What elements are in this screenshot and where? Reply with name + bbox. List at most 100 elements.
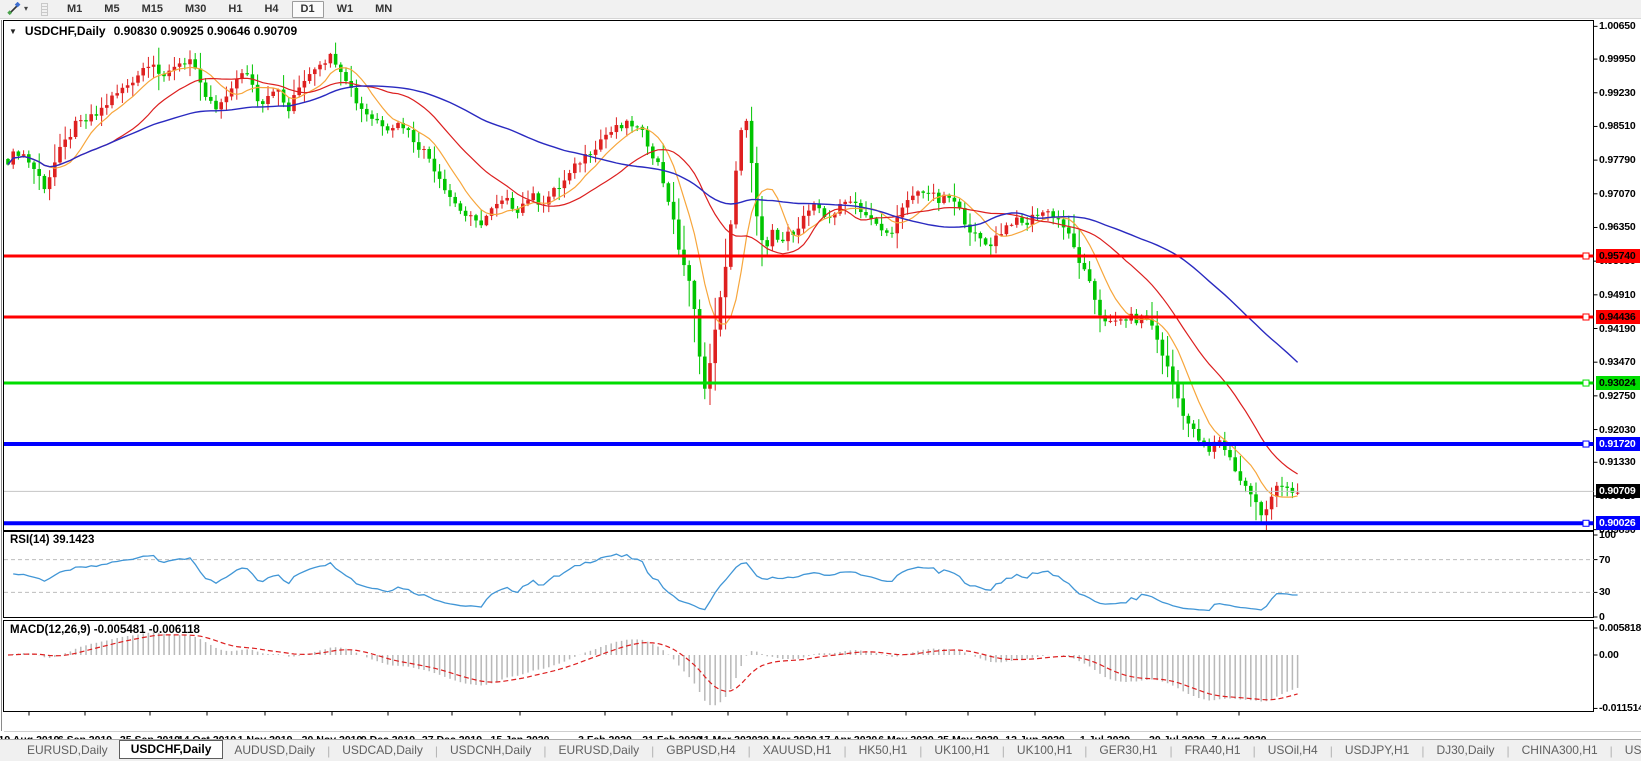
chart-tab-usdjpy-14[interactable]: USDJPY,H1 xyxy=(1344,743,1410,757)
tab-separator: | xyxy=(651,743,655,758)
tab-separator: | xyxy=(543,743,547,758)
drawing-tool-button[interactable]: ▾ xyxy=(4,2,31,16)
rsi-line xyxy=(13,553,1298,612)
tab-separator: | xyxy=(1421,743,1425,758)
hline-handle[interactable] xyxy=(1582,519,1590,527)
ma-mid-line xyxy=(7,77,1298,475)
chart-tab-xauusd-7[interactable]: XAUUSD,H1 xyxy=(762,743,832,757)
macd-axis-label: 0.00 xyxy=(1599,649,1619,661)
hline-price-badge: 0.93024 xyxy=(1596,376,1640,391)
timeframe-button-h4[interactable]: H4 xyxy=(264,2,279,15)
chart-ohlc-values: 0.90830 0.90925 0.90646 0.90709 xyxy=(113,24,298,38)
macd-histogram xyxy=(12,632,1299,706)
chart-tab-usdchf-1[interactable]: USDCHF,Daily xyxy=(118,740,224,759)
chart-canvas[interactable] xyxy=(0,19,1641,761)
price-axis-label: 0.99230 xyxy=(1599,86,1636,99)
macd-current-values: -0.005481 -0.006118 xyxy=(93,624,200,636)
collapse-arrow-icon[interactable]: ▼ xyxy=(9,26,17,36)
chart-tab-bar: EURUSD,Daily USDCHF,Daily AUDUSD,Daily | USD… xyxy=(0,739,1641,761)
macd-indicator-label: MACD(12,26,9) -0.005481 -0.006118 xyxy=(10,624,200,636)
timeframe-button-m1[interactable]: M1 xyxy=(67,2,83,15)
macd-axis-label: -0.011514 xyxy=(1599,702,1641,715)
price-axis-label: 1.00650 xyxy=(1599,20,1636,33)
price-axis-label: 0.92750 xyxy=(1599,389,1636,402)
price-axis-label: 0.96350 xyxy=(1599,221,1636,234)
tab-separator: | xyxy=(1609,743,1613,758)
tab-separator: | xyxy=(1329,743,1333,758)
tab-separator: | xyxy=(1001,743,1005,758)
macd-pane[interactable] xyxy=(3,620,1594,712)
rsi-axis-label: 70 xyxy=(1599,553,1611,566)
current-price-badge: 0.90709 xyxy=(1596,484,1640,499)
rsi-axis-label: 100 xyxy=(1599,529,1616,541)
tab-separator: | xyxy=(919,743,923,758)
rsi-axis-label: 0 xyxy=(1599,611,1605,623)
toolbar-grip[interactable] xyxy=(41,2,49,16)
chart-tab-usoil-13[interactable]: USOil,H4 xyxy=(1267,743,1318,757)
chart-tab-audusd-2[interactable]: AUDUSD,Daily xyxy=(234,743,316,757)
candles-series xyxy=(6,42,1300,530)
rsi-current-value: 39.1423 xyxy=(52,534,95,546)
hline-price-badge: 0.95740 xyxy=(1596,249,1640,263)
chart-tab-fra40-12[interactable]: FRA40,H1 xyxy=(1184,743,1241,757)
main-price-pane[interactable] xyxy=(3,20,1594,531)
price-axis-label: 0.99950 xyxy=(1599,53,1636,66)
price-axis-label: 0.97790 xyxy=(1599,154,1636,167)
chart-tab-china300-16[interactable]: CHINA300,H1 xyxy=(1521,743,1598,757)
hline-handle[interactable] xyxy=(1582,252,1590,260)
price-axis-label: 0.92030 xyxy=(1599,423,1636,436)
hline-price-badge: 0.90026 xyxy=(1596,516,1640,531)
price-axis-label: 0.94190 xyxy=(1599,322,1636,335)
price-axis-label: 0.98510 xyxy=(1599,120,1636,133)
tab-separator: | xyxy=(843,743,847,758)
hline-handle[interactable] xyxy=(1582,440,1590,448)
timeframe-button-m5[interactable]: M5 xyxy=(104,2,120,15)
hline-handle[interactable] xyxy=(1582,313,1590,321)
rsi-indicator-label: RSI(14) 39.1423 xyxy=(10,534,95,546)
chart-symbol-title: USDCHF,Daily xyxy=(24,24,106,38)
timeframe-button-m15[interactable]: M15 xyxy=(141,2,163,15)
chart-window: ▼ USDCHF,Daily 0.90830 0.90925 0.90646 0… xyxy=(0,19,1641,761)
chart-tab-uk100-9[interactable]: UK100,H1 xyxy=(934,743,990,757)
macd-signal-line xyxy=(7,634,1298,701)
chart-tab-uk100-10[interactable]: UK100,H1 xyxy=(1016,743,1073,757)
chart-tab-dj30-15[interactable]: DJ30,Daily xyxy=(1436,743,1495,757)
chart-tab-usoil-17[interactable]: USOil,H1 xyxy=(1624,743,1641,757)
ma-fast-line xyxy=(7,66,1298,498)
chart-tab-eurusd-5[interactable]: EURUSD,Daily xyxy=(558,743,640,757)
tab-separator: | xyxy=(747,743,751,758)
chevron-down-icon: ▾ xyxy=(24,4,29,13)
rsi-axis-label: 30 xyxy=(1599,586,1611,599)
price-axis-label: 0.97070 xyxy=(1599,187,1636,200)
chart-tab-usdcad-3[interactable]: USDCAD,Daily xyxy=(342,743,423,757)
ma-slow-line xyxy=(7,85,1299,363)
macd-axis-label: 0.005818 xyxy=(1599,622,1641,634)
tab-separator: | xyxy=(327,743,331,758)
chart-tab-ger30-11[interactable]: GER30,H1 xyxy=(1099,743,1158,757)
top-toolbar: ▾ M1 M5 M15 M30 H1 H4 D1 W1 MN xyxy=(0,0,1641,19)
chart-title-row: ▼ USDCHF,Daily 0.90830 0.90925 0.90646 0… xyxy=(9,24,297,38)
tab-separator: | xyxy=(434,743,438,758)
tab-separator: | xyxy=(1506,743,1510,758)
hline-price-badge: 0.94436 xyxy=(1596,310,1640,324)
price-axis-label: 0.93470 xyxy=(1599,356,1636,369)
timeframe-button-w1[interactable]: W1 xyxy=(336,2,354,15)
tab-separator: | xyxy=(1169,743,1173,758)
crosshair-tool-icon xyxy=(7,2,21,16)
tab-separator: | xyxy=(1252,743,1256,758)
chart-tab-eurusd-0[interactable]: EURUSD,Daily xyxy=(27,743,108,757)
price-axis-label: 0.91330 xyxy=(1599,456,1636,469)
price-axis-label: 0.94910 xyxy=(1599,288,1636,301)
rsi-pane[interactable] xyxy=(3,531,1594,618)
timeframe-button-d1[interactable]: D1 xyxy=(291,0,324,18)
timeframe-button-mn[interactable]: MN xyxy=(375,2,393,15)
chart-tab-gbpusd-6[interactable]: GBPUSD,H4 xyxy=(666,743,736,757)
timeframe-button-m30[interactable]: M30 xyxy=(184,2,207,15)
chart-tab-usdcnh-4[interactable]: USDCNH,Daily xyxy=(450,743,532,757)
timeframe-button-h1[interactable]: H1 xyxy=(228,2,243,15)
chart-tab-hk50-8[interactable]: HK50,H1 xyxy=(858,743,908,757)
hline-handle[interactable] xyxy=(1582,379,1590,387)
timeframe-button-group: M1 M5 M15 M30 H1 H4 D1 W1 MN xyxy=(56,0,403,18)
hline-price-badge: 0.91720 xyxy=(1596,437,1640,452)
tab-separator: | xyxy=(1084,743,1088,758)
